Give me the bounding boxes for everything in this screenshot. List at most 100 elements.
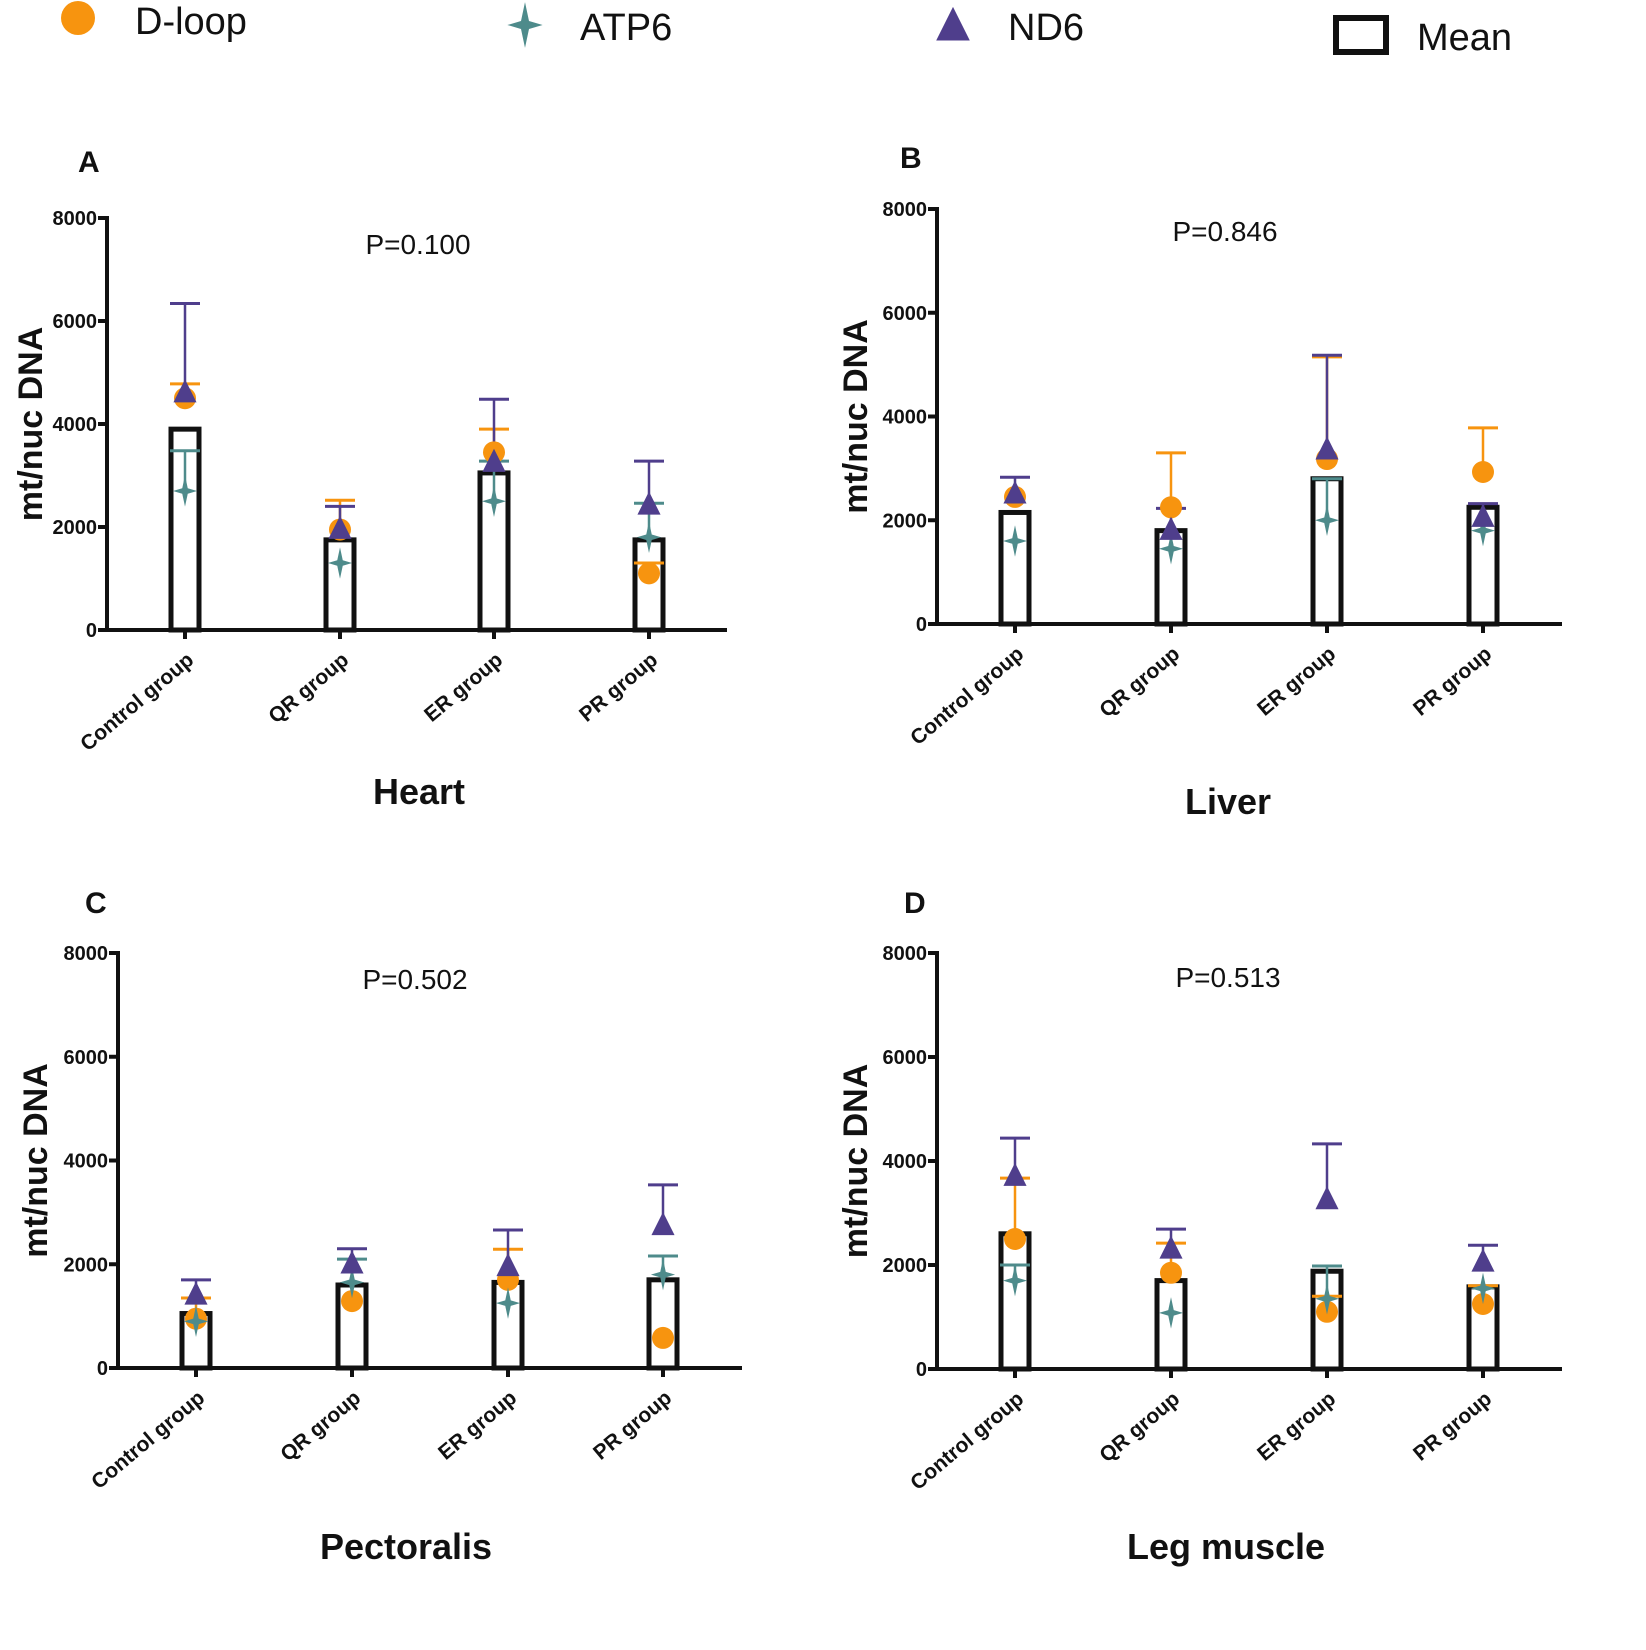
panel-A: A P=0.100 Heart mt/nuc DNA 0 2000 4000 6000 8000… xyxy=(12,146,727,812)
x-tick-label: QR group xyxy=(1095,642,1184,722)
x-tick-label: Control group xyxy=(906,1387,1028,1495)
point-nd6 xyxy=(1003,480,1027,504)
x-tick-label: PR group xyxy=(575,648,662,726)
y-tick-label: 2000 xyxy=(883,510,928,532)
y-tick-label: 0 xyxy=(916,1359,927,1381)
legend-label: D-loop xyxy=(135,1,247,43)
y-tick-label: 0 xyxy=(97,1358,108,1380)
point-atp6 xyxy=(183,1305,209,1338)
point-nd6 xyxy=(1471,1248,1495,1272)
y-tick-label: 4000 xyxy=(64,1151,109,1173)
legend-label: Mean xyxy=(1417,17,1512,59)
point-atp6 xyxy=(327,547,353,579)
mean-bar xyxy=(998,509,1032,627)
y-tick-label: 4000 xyxy=(883,407,928,429)
point-atp6 xyxy=(1002,525,1028,557)
y-tick-label: 2000 xyxy=(53,517,98,539)
point-d-loop xyxy=(1160,1261,1182,1284)
panel-B: B P=0.846 Liver mt/nuc DNA 0 2000 4000 6000 8000… xyxy=(837,142,1562,822)
point-nd6 xyxy=(482,448,506,472)
x-tick-label: ER group xyxy=(1253,642,1340,720)
panel-title: Liver xyxy=(1185,781,1271,822)
y-axis-label: mt/nuc DNA xyxy=(12,327,50,522)
point-nd6 xyxy=(1315,1186,1339,1210)
x-tick-label: PR group xyxy=(1409,1387,1496,1465)
panel-D: D P=0.513 Leg muscle mt/nuc DNA 0 2000 4000 600… xyxy=(837,887,1562,1567)
point-atp6 xyxy=(1314,504,1340,536)
y-axis-label: mt/nuc DNA xyxy=(837,319,875,514)
y-tick-label: 8000 xyxy=(64,943,109,965)
mean-bar xyxy=(998,1231,1032,1372)
point-nd6 xyxy=(328,515,352,539)
point-nd6 xyxy=(637,491,661,515)
point-atp6 xyxy=(1470,514,1496,547)
legend-label: ND6 xyxy=(1008,7,1084,49)
point-d-loop xyxy=(638,562,660,585)
point-nd6 xyxy=(1471,503,1495,527)
p-value: P=0.502 xyxy=(362,964,467,995)
legend-item-atp6: ATP6 xyxy=(507,2,672,49)
point-d-loop xyxy=(341,1290,363,1313)
mean-bar xyxy=(646,1277,680,1371)
point-d-loop xyxy=(652,1326,674,1349)
y-tick-label: 2000 xyxy=(64,1254,109,1276)
x-tick-label: Control group xyxy=(76,648,198,756)
y-axis-label: mt/nuc DNA xyxy=(17,1063,55,1258)
point-nd6 xyxy=(173,379,197,403)
y-tick-label: 0 xyxy=(86,620,97,642)
point-atp6 xyxy=(650,1258,676,1291)
y-tick-label: 4000 xyxy=(53,414,98,436)
panel-letter: D xyxy=(904,887,926,920)
point-nd6 xyxy=(1159,516,1183,540)
y-tick-label: 2000 xyxy=(883,1255,928,1277)
panel-title: Pectoralis xyxy=(320,1526,492,1567)
x-tick-label: QR group xyxy=(1095,1387,1184,1467)
legend-label: ATP6 xyxy=(580,7,672,49)
y-tick-label: 6000 xyxy=(53,311,98,333)
x-tick-label: ER group xyxy=(1253,1387,1340,1465)
point-nd6 xyxy=(340,1250,364,1274)
point-atp6 xyxy=(495,1287,521,1319)
p-value: P=0.100 xyxy=(365,229,470,260)
point-atp6 xyxy=(339,1266,365,1299)
point-atp6 xyxy=(481,485,507,517)
point-nd6 xyxy=(184,1281,208,1305)
y-tick-label: 6000 xyxy=(64,1047,109,1069)
circle-icon xyxy=(61,1,95,35)
point-atp6 xyxy=(1314,1283,1340,1315)
legend-item-mean: Mean xyxy=(1333,15,1512,59)
p-value: P=0.513 xyxy=(1175,962,1280,993)
panel-title: Heart xyxy=(373,771,465,812)
legend-item-nd6: ND6 xyxy=(936,6,1084,49)
y-tick-label: 6000 xyxy=(883,303,928,325)
point-nd6 xyxy=(1003,1162,1027,1186)
point-atp6 xyxy=(1470,1272,1496,1305)
panel-letter: C xyxy=(85,887,107,920)
legend-item-d-loop: D-loop xyxy=(61,1,247,43)
p-value: P=0.846 xyxy=(1172,216,1277,247)
point-atp6 xyxy=(172,475,198,507)
y-tick-label: 4000 xyxy=(883,1151,928,1173)
point-nd6 xyxy=(1159,1235,1183,1259)
y-tick-label: 0 xyxy=(916,614,927,636)
point-d-loop xyxy=(1472,461,1494,484)
point-nd6 xyxy=(1315,436,1339,460)
x-tick-label: ER group xyxy=(434,1386,521,1464)
mean-square-icon xyxy=(1333,15,1389,55)
point-d-loop xyxy=(1160,496,1182,519)
x-tick-label: PR group xyxy=(1409,642,1496,720)
point-nd6 xyxy=(496,1252,520,1277)
x-tick-label: QR group xyxy=(276,1386,365,1466)
y-tick-label: 8000 xyxy=(883,199,928,221)
x-tick-label: ER group xyxy=(420,648,507,726)
x-tick-label: PR group xyxy=(589,1386,676,1464)
panel-C: C P=0.502 Pectoralis mt/nuc DNA 0 2000 4000 600… xyxy=(17,887,742,1567)
mean-bar xyxy=(168,426,202,633)
y-axis-label: mt/nuc DNA xyxy=(837,1064,875,1259)
mean-bar xyxy=(632,537,666,633)
point-atp6 xyxy=(636,521,662,554)
x-tick-label: Control group xyxy=(87,1386,209,1494)
x-tick-label: QR group xyxy=(264,648,353,728)
y-tick-label: 6000 xyxy=(883,1047,928,1069)
